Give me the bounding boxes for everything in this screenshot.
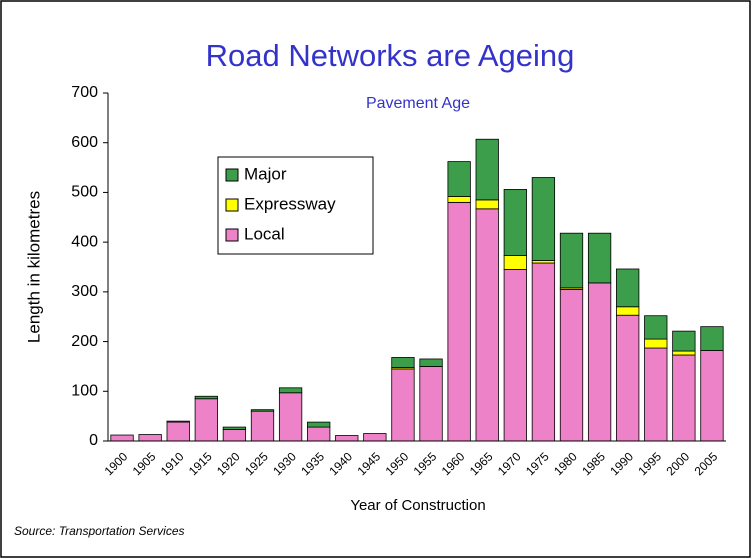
legend-label: Local	[244, 224, 285, 243]
bar-segment	[250, 409, 275, 412]
legend-swatch	[225, 228, 239, 242]
bar-segment	[475, 138, 499, 201]
bar-segment	[307, 426, 331, 442]
legend-box	[217, 156, 374, 255]
legend-label: Expressway	[244, 194, 336, 213]
legend-swatch	[225, 168, 239, 182]
bar-segment	[335, 435, 359, 442]
bar-segment	[503, 189, 527, 256]
bar-segment	[475, 208, 499, 442]
bar-segment	[419, 358, 443, 367]
source-note: Source: Transportation Services	[14, 524, 185, 538]
bar-segment	[672, 354, 696, 442]
bar-segment	[531, 177, 556, 261]
bar-segment	[278, 392, 303, 442]
bar-segment	[587, 282, 612, 442]
y-axis-title: Length in kilometres	[24, 191, 43, 343]
bar-segment	[644, 338, 668, 349]
x-axis-title: Year of Construction	[350, 497, 485, 514]
bar-segment	[616, 268, 640, 308]
bar-segment	[644, 347, 668, 442]
chart-title: Road Networks are Ageing	[206, 38, 575, 73]
y-tick-label: 400	[71, 233, 98, 250]
bar-segment	[391, 357, 415, 368]
bar-segment	[672, 330, 696, 352]
bar-segment	[616, 306, 640, 316]
bar-segment	[587, 232, 612, 284]
legend-swatch	[225, 198, 239, 212]
bar-segment	[363, 433, 387, 442]
bar-segment	[672, 350, 696, 356]
y-tick-label: 0	[89, 432, 98, 449]
y-tick-label: 200	[71, 333, 98, 350]
bar-segment	[307, 421, 331, 428]
bar-segment	[447, 161, 471, 197]
bar-segment	[700, 326, 724, 351]
bar-segment	[110, 434, 134, 442]
bar-segment	[419, 366, 443, 442]
bar-segment	[559, 288, 584, 442]
y-tick-label: 600	[71, 134, 98, 151]
bar-segment	[559, 232, 584, 289]
bar-segment	[222, 426, 247, 430]
bar-segment	[222, 429, 247, 442]
bar-segment	[194, 395, 218, 400]
chart-subtitle: Pavement Age	[366, 95, 470, 112]
bar-segment	[531, 262, 556, 442]
bar-segment	[194, 398, 218, 442]
bar-segment	[166, 421, 190, 442]
bar-segment	[250, 410, 275, 442]
bar-segment	[503, 255, 527, 270]
bar-segment	[447, 201, 471, 442]
bar-segment	[166, 420, 190, 423]
bar-segment	[447, 196, 471, 203]
y-tick-label: 100	[71, 383, 98, 400]
y-tick-label: 700	[71, 84, 98, 101]
bar-segment	[616, 314, 640, 442]
bar-segment	[503, 269, 527, 442]
bar-segment	[644, 315, 668, 340]
y-tick-label: 300	[71, 283, 98, 300]
bar-segment	[138, 434, 162, 442]
legend-label: Major	[244, 164, 287, 183]
bar-segment	[278, 387, 303, 394]
bar-segment	[700, 350, 724, 442]
bar-segment	[391, 368, 415, 442]
y-tick-label: 500	[71, 184, 98, 201]
bar-segment	[475, 199, 499, 210]
